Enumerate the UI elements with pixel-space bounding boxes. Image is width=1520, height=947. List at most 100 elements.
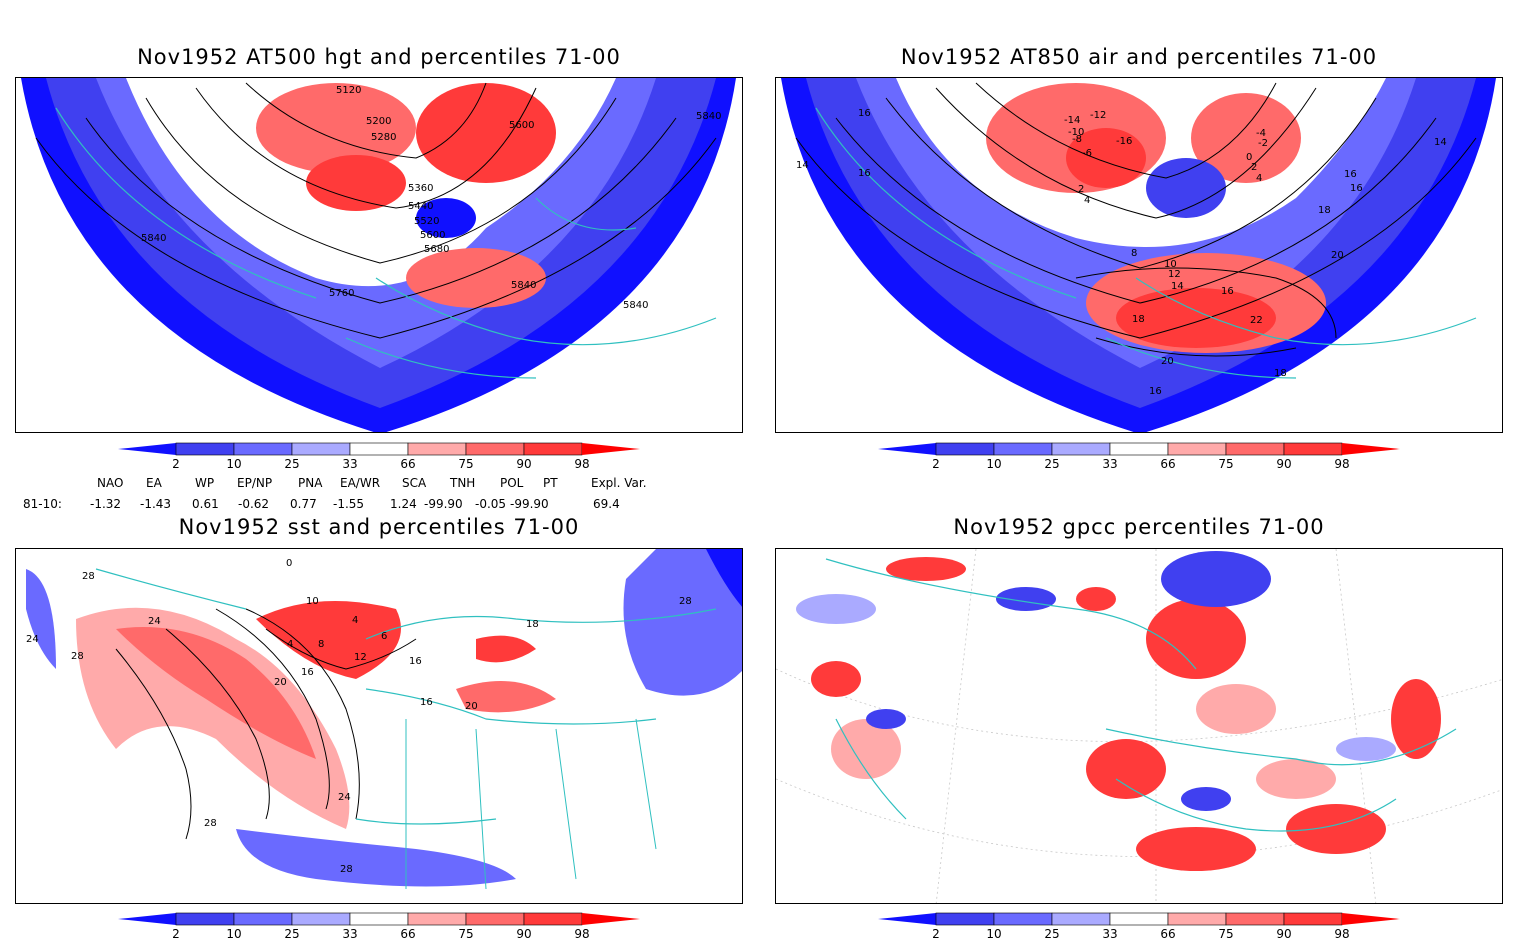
index-value: 69.4 xyxy=(593,497,620,511)
contour-label: 16 xyxy=(1344,169,1357,180)
contour-label: 18 xyxy=(1318,205,1331,216)
contour-label: 16 xyxy=(1221,286,1234,297)
contour-label: 16 xyxy=(409,656,422,667)
colorbar-tick-label: 90 xyxy=(1276,457,1292,471)
colorbar-tick-label: 25 xyxy=(284,457,300,471)
contour-label: -14 xyxy=(1064,115,1080,126)
colorbar-segment xyxy=(523,912,583,926)
contour-label: 18 xyxy=(1274,368,1287,379)
colorbar-segment xyxy=(349,912,409,926)
contour-label: 22 xyxy=(1250,315,1263,326)
contour-label: 12 xyxy=(354,652,367,663)
colorbar-tick-label: 33 xyxy=(1102,457,1118,471)
colorbar-tick-label: 98 xyxy=(574,457,590,471)
panel-title-air850: Nov1952 AT850 air and percentiles 71-00 xyxy=(900,45,1378,69)
colorbar-tick-label: 2 xyxy=(172,457,180,471)
map-hgt500: 5120 5200 5280 5360 5440 5520 5600 5680 … xyxy=(21,78,736,432)
colorbar-tick-label: 66 xyxy=(1160,457,1176,471)
colorbar-swatches xyxy=(118,912,640,926)
colorbar-tick-label: 2 xyxy=(172,927,180,941)
colorbar-tick-label: 90 xyxy=(1276,927,1292,941)
colorbar-gpcc: 2 10 25 33 66 75 90 98 xyxy=(878,907,1438,947)
contour-labels: 5120 5200 5280 5360 5440 5520 5600 5680 … xyxy=(141,85,721,311)
index-value: -1.32 xyxy=(90,497,122,511)
map-panel-air850[interactable]: 16 14 16 -14 -12 -10 -8 -6 2 4 -16 -4 -2… xyxy=(775,77,1503,433)
colorbar-arrow-low xyxy=(118,913,176,925)
colorbar-tick-label: 98 xyxy=(574,927,590,941)
index-header: POL xyxy=(500,476,524,490)
colorbar-segment xyxy=(1283,912,1343,926)
colorbar-hgt500: 2 10 25 33 66 75 90 98 xyxy=(118,437,678,477)
colorbar-tick-label: 33 xyxy=(342,457,358,471)
index-header: EA/WR xyxy=(340,476,381,490)
colorbar-tick-label: 75 xyxy=(1218,927,1234,941)
colorbar-segment xyxy=(1167,442,1227,456)
contour-label: -4 xyxy=(1256,128,1266,139)
contour-label: 5600 xyxy=(509,120,534,131)
contour-label: -8 xyxy=(1072,134,1082,145)
index-value: -0.05 xyxy=(475,497,507,511)
colorbar-segment xyxy=(291,912,351,926)
map-panel-gpcc[interactable] xyxy=(775,548,1503,904)
colorbar-segment xyxy=(1225,912,1285,926)
contour-label: -12 xyxy=(1090,110,1106,121)
contour-label: 24 xyxy=(338,792,351,803)
colorbar-tick-label: 2 xyxy=(932,927,940,941)
contour-label: 4 xyxy=(287,639,293,650)
contour-labels: 16 14 16 -14 -12 -10 -8 -6 2 4 -16 -4 -2… xyxy=(796,108,1447,397)
contour-label: 2 xyxy=(1078,184,1084,195)
colorbar-swatches xyxy=(118,442,640,456)
contour-label: 28 xyxy=(204,818,217,829)
colorbar-segment xyxy=(233,912,293,926)
map-air850: 16 14 16 -14 -12 -10 -8 -6 2 4 -16 -4 -2… xyxy=(781,78,1496,432)
colorbar-swatches xyxy=(878,442,1400,456)
colorbar-segment xyxy=(935,442,995,456)
contour-label: 18 xyxy=(1132,314,1145,325)
contour-label: -2 xyxy=(1258,138,1268,149)
colorbar-tick-label: 75 xyxy=(1218,457,1234,471)
contour-label: 16 xyxy=(301,667,314,678)
colorbar-tick-label: 75 xyxy=(458,457,474,471)
colorbar-segment xyxy=(407,442,467,456)
colorbar-segment xyxy=(465,442,525,456)
panel-title-hgt500: Nov1952 AT500 hgt and percentiles 71-00 xyxy=(137,45,621,69)
colorbar-segment xyxy=(993,442,1053,456)
colorbar-tick-label: 98 xyxy=(1334,927,1350,941)
colorbar-arrow-low xyxy=(878,443,936,455)
colorbar-arrow-low xyxy=(878,913,936,925)
contour-label: 5840 xyxy=(623,300,648,311)
contour-label: 5680 xyxy=(424,244,449,255)
contour-label: 6 xyxy=(381,631,387,642)
contour-label: 28 xyxy=(82,571,95,582)
map-panel-hgt500[interactable]: 5120 5200 5280 5360 5440 5520 5600 5680 … xyxy=(15,77,743,433)
contour-label: 5440 xyxy=(408,201,433,212)
colorbar-segment xyxy=(1225,442,1285,456)
colorbar-segment xyxy=(175,442,235,456)
contour-label: -16 xyxy=(1116,136,1132,147)
colorbar-segment xyxy=(1051,442,1111,456)
contour-label: 16 xyxy=(858,168,871,179)
index-value: -1.55 xyxy=(333,497,365,511)
contour-label: 20 xyxy=(274,677,287,688)
contour-label: 5120 xyxy=(336,85,361,96)
colorbar-segment xyxy=(935,912,995,926)
contour-labels: 28 24 24 28 0 10 4 4 8 12 6 16 20 16 20 … xyxy=(26,558,692,875)
contour-label: 16 xyxy=(858,108,871,119)
colorbar-arrow-low xyxy=(118,443,176,455)
map-panel-sst[interactable]: 28 24 24 28 0 10 4 4 8 12 6 16 20 16 20 … xyxy=(15,548,743,904)
contour-label: 4 xyxy=(1256,173,1262,184)
contour-label: 14 xyxy=(1434,137,1447,148)
contour-label: 5200 xyxy=(366,116,391,127)
colorbar-tick-label: 10 xyxy=(986,927,1002,941)
index-value: -99.90 xyxy=(510,497,549,511)
contour-label: 16 xyxy=(1350,183,1363,194)
colorbar-tick-label: 66 xyxy=(400,927,416,941)
colorbar-sst: 2 10 25 33 66 75 90 98 xyxy=(118,907,678,947)
contour-label: 16 xyxy=(1149,386,1162,397)
colorbar-segment xyxy=(349,442,409,456)
contour-label: 14 xyxy=(796,160,809,171)
contour-label: 5840 xyxy=(141,233,166,244)
contour-label: 28 xyxy=(679,596,692,607)
contour-label: 24 xyxy=(148,616,161,627)
colorbar-segment xyxy=(1109,442,1169,456)
